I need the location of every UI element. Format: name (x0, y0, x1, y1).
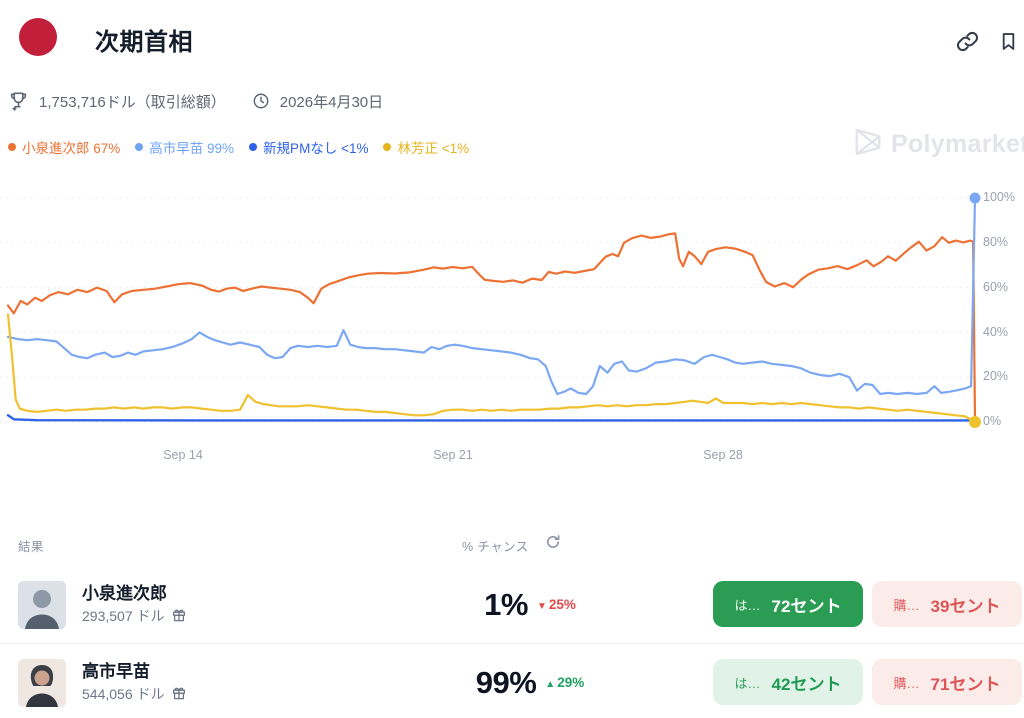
market-stats: 1,753,716ドル（取引総額） 2026年4月30日 (8, 90, 383, 112)
x-axis-tick: Sep 28 (703, 448, 743, 462)
polymarket-logo-text: Polymarket (891, 130, 1024, 158)
polymarket-logo-icon (853, 126, 883, 163)
outcome-name: 高市早苗 (82, 662, 150, 681)
legend-dot (8, 143, 16, 151)
buy-no-button[interactable]: 購… 39セント (872, 581, 1022, 627)
outcome-avatar (18, 659, 66, 707)
x-axis-tick: Sep 14 (163, 448, 203, 462)
chance-value: 1% (484, 586, 528, 622)
chance-value: 99% (475, 664, 537, 700)
chance-cell: 1% ▼ 25% (423, 566, 637, 643)
legend-item[interactable]: 小泉進次郎 67% (8, 137, 120, 157)
refresh-icon[interactable] (546, 535, 560, 554)
y-axis-tick: 100% (983, 190, 1015, 204)
chart-range-toolbar: 1時間 6時間 1D 1W 100万 全て (0, 484, 1024, 518)
copy-link-icon[interactable] (956, 30, 979, 53)
buy-no-button[interactable]: 購… 71セント (872, 659, 1022, 705)
y-axis-tick: 0% (983, 414, 1002, 428)
x-axis-tick: Sep 21 (433, 448, 473, 462)
y-axis-tick: 60% (983, 280, 1009, 294)
chance-column-header: % チャンス (462, 540, 529, 554)
chance-cell: 99% ▲ 29% (423, 644, 637, 718)
clock-icon (252, 92, 280, 110)
chance-delta: ▼ 25% (536, 597, 576, 612)
end-date: 2026年4月30日 (279, 93, 384, 111)
polymarket-watermark: Polymarket (853, 126, 1024, 163)
trophy-icon (8, 90, 39, 112)
buy-yes-button[interactable]: は… 42セント (713, 659, 863, 705)
legend-item[interactable]: 高市早苗 99% (135, 137, 234, 157)
y-axis-tick: 40% (983, 325, 1009, 339)
up-triangle-icon: ▲ (545, 679, 556, 690)
y-axis-tick: 80% (983, 235, 1009, 249)
legend-dot (135, 143, 144, 151)
outcome-avatar (18, 581, 66, 629)
page-title: 次期首相 (95, 29, 193, 56)
outcome-name: 小泉進次郎 (82, 584, 167, 603)
legend-item[interactable]: 林芳正 <1% (383, 137, 469, 157)
outcome-volume: 544,056 ドル (82, 684, 186, 704)
down-triangle-icon: ▼ (536, 601, 547, 612)
volume-total: 1,753,716ドル（取引総額） (39, 93, 226, 111)
bookmark-icon[interactable] (998, 30, 1019, 53)
legend-item[interactable]: 新規PMなし <1% (249, 137, 368, 157)
price-chart[interactable]: 100% 80% 60% 40% 20% 0% Sep 14 Sep 21 Se… (0, 186, 1024, 478)
buy-yes-button[interactable]: は… 72セント (713, 581, 863, 627)
outcome-row-takaichi[interactable]: 高市早苗 544,056 ドル 99% ▲ 29% は… 42セント 購… 71セ… (0, 643, 1024, 718)
chart-legend: 小泉進次郎 67% 高市早苗 99% 新規PMなし <1% 林芳正 <1% (8, 137, 469, 157)
outcome-volume: 293,507 ドル (82, 606, 186, 626)
gift-icon[interactable] (172, 608, 186, 625)
gift-icon[interactable] (172, 686, 186, 703)
outcome-row-koizumi[interactable]: 小泉進次郎 293,507 ドル 1% ▼ 25% は… 72セント 購… 39セ… (0, 566, 1024, 643)
results-column-header: 結果 (18, 540, 44, 554)
legend-dot (383, 143, 392, 151)
market-flag-icon (19, 18, 57, 56)
y-axis-tick: 20% (983, 369, 1009, 383)
legend-dot (249, 143, 258, 151)
chance-delta: ▲ 29% (545, 675, 585, 690)
chart-canvas[interactable] (0, 192, 981, 428)
